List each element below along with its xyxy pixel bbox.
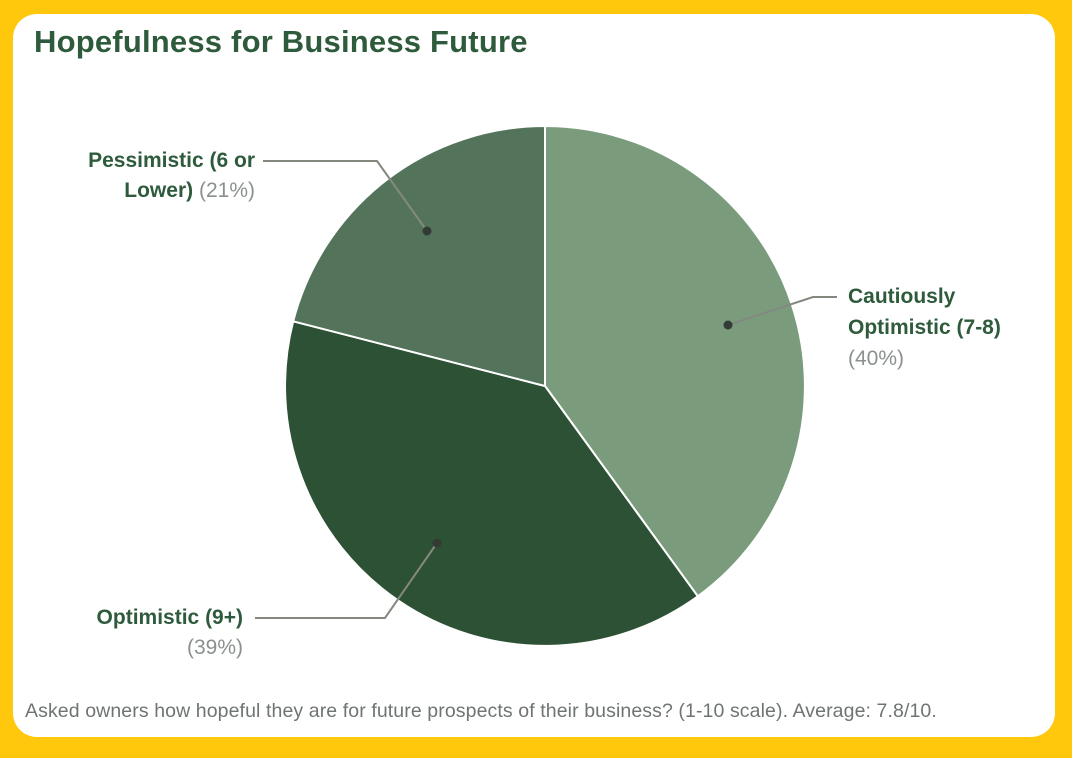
leader-line-optimistic xyxy=(255,542,438,619)
pie-slice-cautiously-optimistic xyxy=(544,125,806,598)
callout-optimistic: Optimistic (9+) (39%) xyxy=(40,603,243,663)
callout-label-line: Optimistic (9+) xyxy=(96,606,243,629)
pie-slice-pessimistic xyxy=(292,125,546,387)
callout-label-line: Optimistic (7-8) xyxy=(848,316,1001,339)
callout-pessimistic: Pessimistic (6 or Lower) (21%) xyxy=(40,146,255,206)
leader-dot-cautiously-optimistic xyxy=(723,320,733,330)
callout-cautiously-optimistic: Cautiously Optimistic (7-8) (40%) xyxy=(848,281,1001,374)
callout-label-line: Lower) xyxy=(124,179,194,202)
chart-title: Hopefulness for Business Future xyxy=(34,24,528,59)
callout-percentage: (40%) xyxy=(848,347,905,370)
chart-footnote: Asked owners how hopeful they are for fu… xyxy=(25,700,937,722)
callout-label-line: Cautiously xyxy=(848,285,956,308)
callout-percentage: (39%) xyxy=(186,636,243,659)
leader-dot-optimistic xyxy=(432,538,442,548)
leader-line-pessimistic xyxy=(263,160,428,232)
callout-percentage: (21%) xyxy=(198,179,255,202)
pie-slice-optimistic xyxy=(284,320,699,647)
leader-dot-pessimistic xyxy=(422,226,432,236)
callout-label-line: Pessimistic (6 or xyxy=(88,149,255,172)
leader-line-cautiously-optimistic xyxy=(727,296,837,326)
